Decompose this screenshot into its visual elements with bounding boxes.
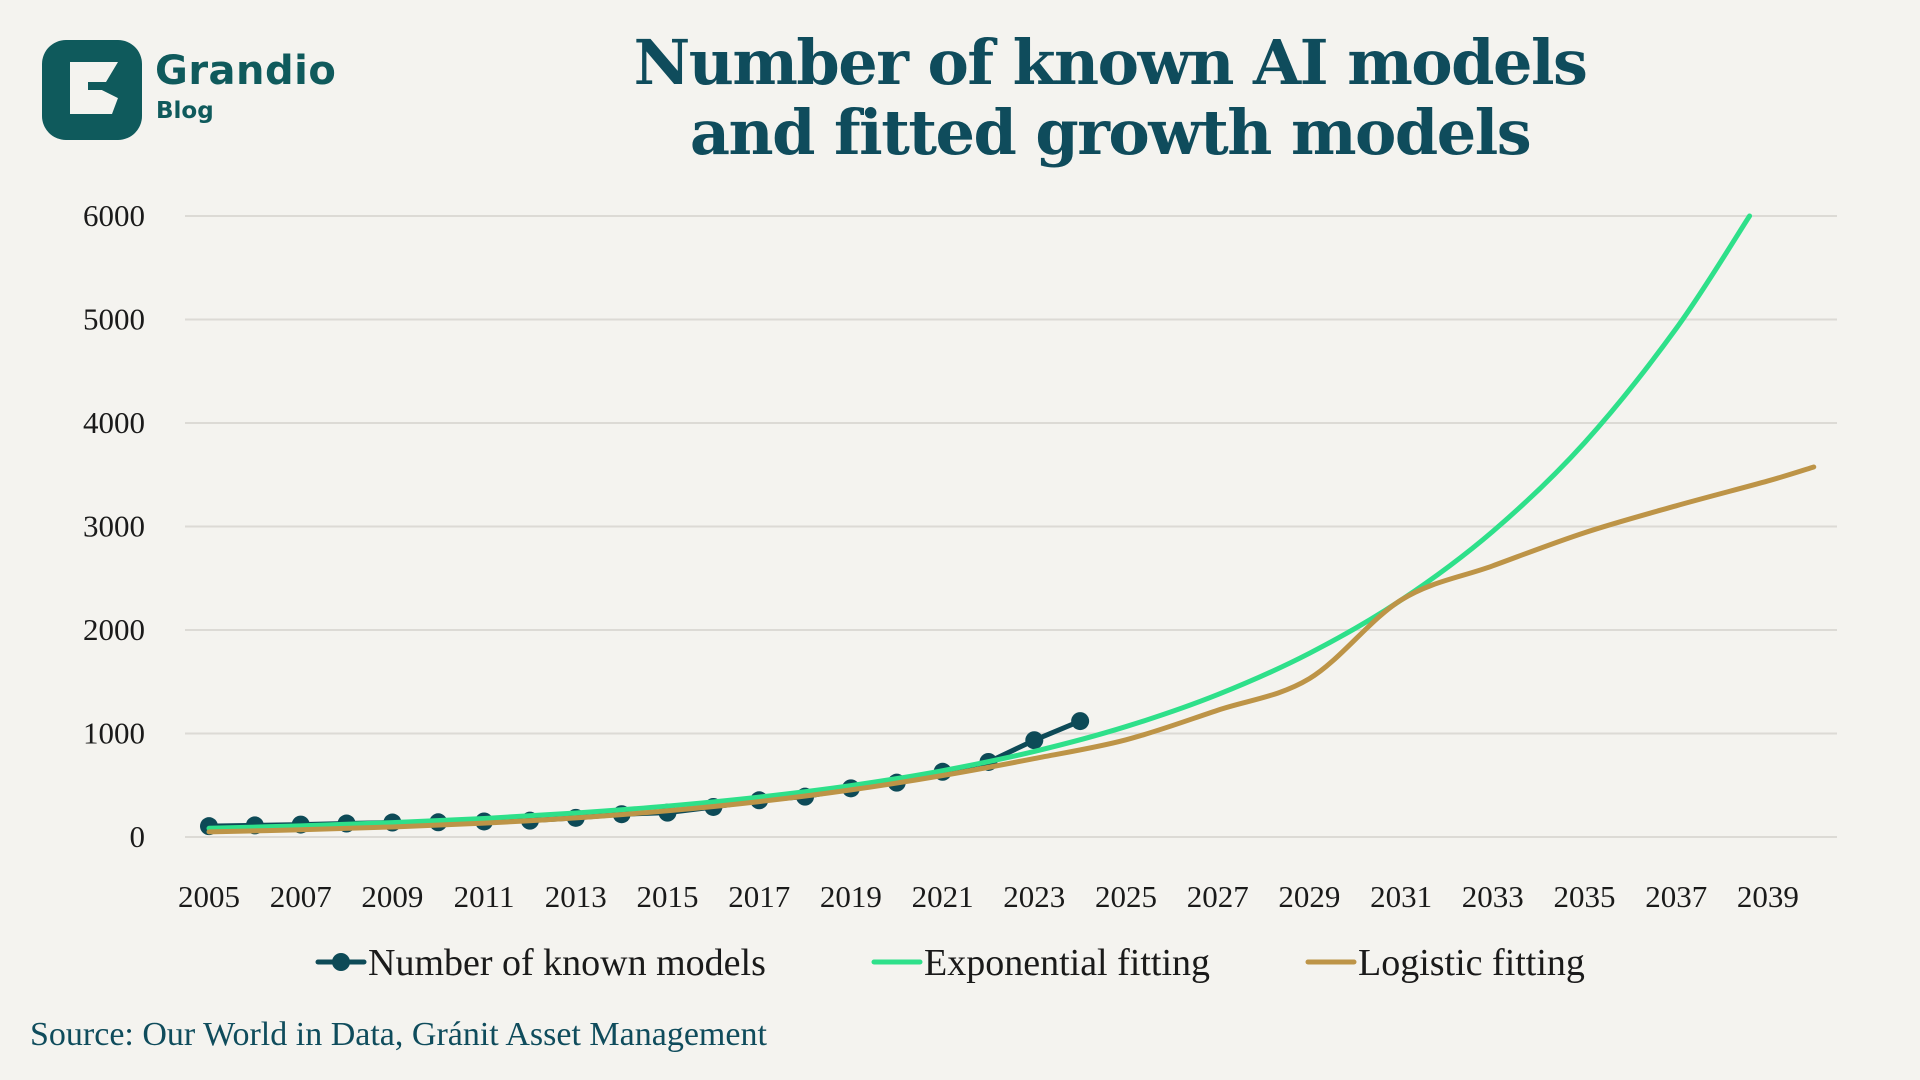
x-tick-label: 2013 [545, 879, 607, 914]
x-tick-label: 2005 [178, 879, 240, 914]
series-group [200, 213, 1817, 836]
y-axis-ticks: 0 1000 2000 3000 4000 5000 6000 [83, 198, 145, 854]
y-tick-label: 1000 [83, 716, 145, 751]
y-tick-label: 0 [130, 819, 146, 854]
x-tick-label: 2019 [820, 879, 882, 914]
legend-marker [332, 953, 350, 971]
y-tick-label: 3000 [83, 509, 145, 544]
x-tick-label: 2021 [912, 879, 974, 914]
brand-name: Grandio [155, 48, 337, 94]
legend: Number of known models Exponential fittin… [315, 942, 1585, 984]
chart-title-line-2: and fitted growth models [689, 96, 1532, 169]
x-axis-ticks: 2005 2007 2009 2011 2013 2015 2017 2019 2021 2023… [178, 879, 1799, 914]
y-tick-label: 5000 [83, 302, 145, 337]
legend-item: Exponential fitting [871, 942, 1210, 984]
x-tick-label: 2027 [1187, 879, 1249, 914]
source-note: Source: Our World in Data, Gránit Asset … [30, 1016, 767, 1053]
x-tick-label: 2029 [1278, 879, 1340, 914]
x-tick-label: 2023 [1003, 879, 1065, 914]
grandio-logo-icon [42, 40, 142, 140]
x-tick-label: 2037 [1645, 879, 1707, 914]
y-tick-label: 2000 [83, 612, 145, 647]
series-exponential-fitting [206, 213, 1753, 831]
legend-item: Logistic fitting [1305, 942, 1585, 984]
chart-title-line-1: Number of known AI models [633, 26, 1588, 99]
x-tick-label: 2039 [1737, 879, 1799, 914]
brand-subtitle: Blog [156, 98, 214, 124]
legend-label: Number of known models [368, 942, 766, 984]
legend-label: Exponential fitting [924, 942, 1210, 984]
legend-item: Number of known models [315, 942, 766, 984]
x-tick-label: 2009 [361, 879, 423, 914]
x-tick-label: 2007 [270, 879, 332, 914]
x-tick-label: 2025 [1095, 879, 1157, 914]
series-line [206, 213, 1753, 831]
x-tick-label: 2031 [1370, 879, 1432, 914]
y-tick-label: 4000 [83, 405, 145, 440]
series-logistic-fitting [206, 464, 1817, 835]
chart-title: Number of known AI models and fitted gro… [560, 28, 1660, 168]
data-point [1071, 712, 1090, 731]
legend-label: Logistic fitting [1358, 942, 1585, 984]
y-tick-label: 6000 [83, 198, 145, 233]
data-point [1025, 731, 1044, 750]
x-tick-label: 2017 [728, 879, 790, 914]
series-line [206, 464, 1817, 835]
x-tick-label: 2033 [1462, 879, 1524, 914]
x-tick-label: 2015 [637, 879, 699, 914]
gridlines [185, 215, 1837, 838]
x-tick-label: 2011 [454, 879, 515, 914]
x-tick-label: 2035 [1554, 879, 1616, 914]
